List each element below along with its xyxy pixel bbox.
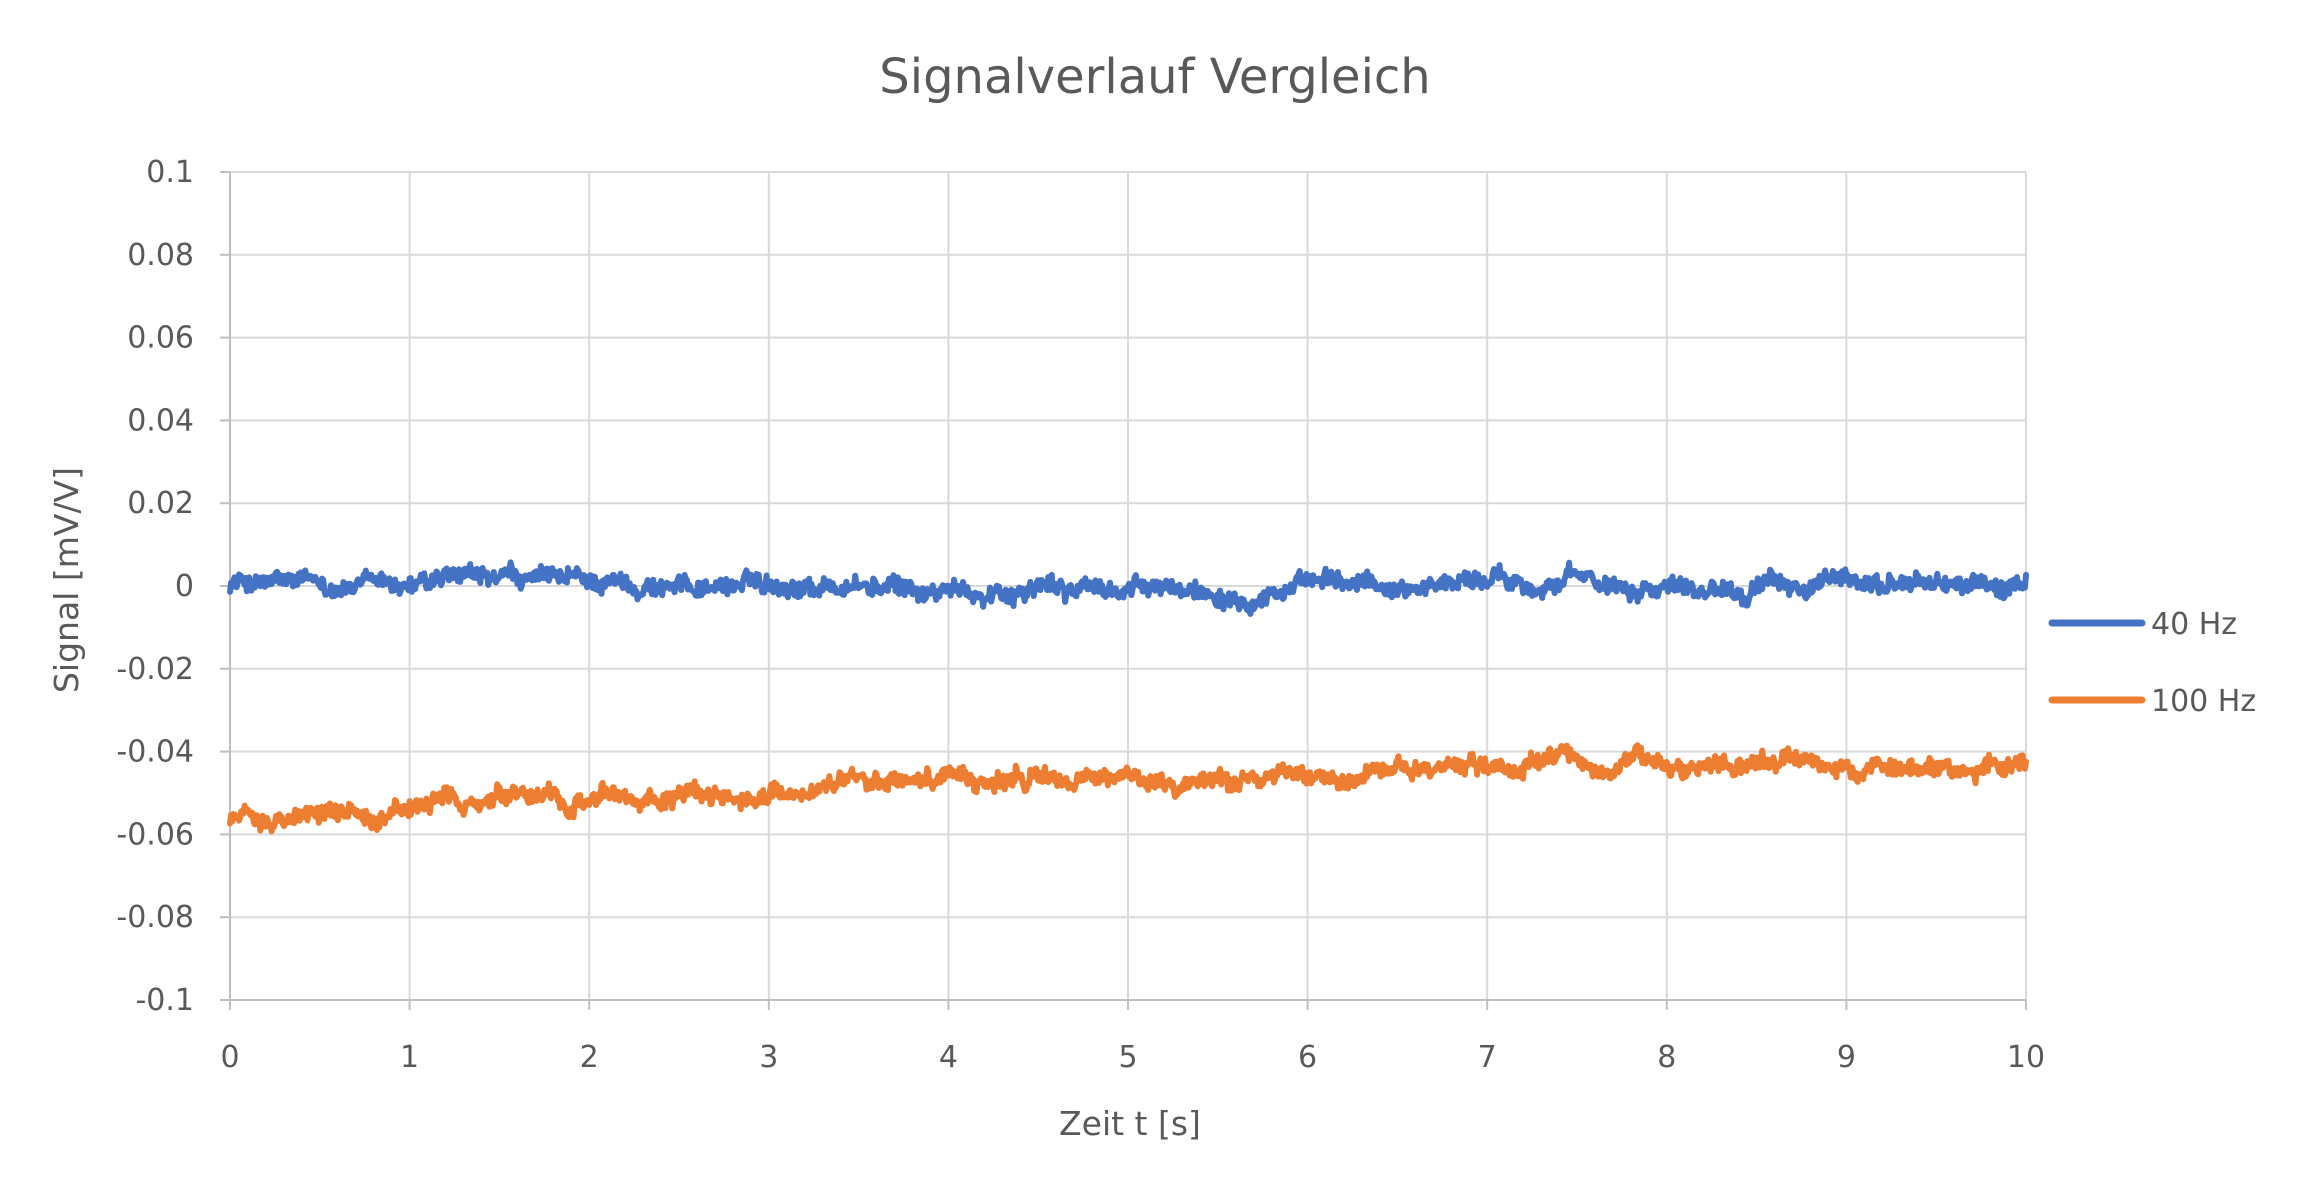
x-tick-label: 3 — [759, 1040, 778, 1075]
x-axis-title: Zeit t [s] — [1059, 1104, 1201, 1143]
legend-label-1: 100 Hz — [2151, 684, 2256, 719]
series-lines — [227, 559, 2029, 835]
series-line-1 — [227, 742, 2029, 835]
y-tick-label: -0.04 — [116, 735, 194, 770]
x-tick-label: 6 — [1298, 1040, 1317, 1075]
y-tick-label: -0.02 — [116, 652, 194, 687]
y-tick-label: 0 — [175, 569, 194, 604]
legend: 40 Hz 100 Hz — [2048, 607, 2256, 719]
x-tick-label: 2 — [580, 1040, 599, 1075]
x-tick-label: 4 — [939, 1040, 958, 1075]
y-tick-label: -0.1 — [135, 983, 194, 1018]
y-axis-title: Signal [mV/V] — [47, 467, 86, 693]
chart-title: Signalverlauf Vergleich — [879, 49, 1430, 105]
y-tick-label: 0.02 — [127, 486, 194, 521]
y-axis-tick-labels: 0.1 0.08 0.06 0.04 0.02 0 -0.02 -0.04 -0.06 -0.08… — [116, 155, 194, 1018]
y-tick-label: 0.1 — [146, 155, 194, 190]
y-tick-label: 0.06 — [127, 321, 194, 356]
y-tick-label: 0.04 — [127, 403, 194, 438]
x-axis-tick-labels: 0 1 2 3 4 5 6 7 8 9 10 — [220, 1040, 2045, 1075]
x-tick-label: 10 — [2007, 1040, 2045, 1075]
x-tick-label: 1 — [400, 1040, 419, 1075]
x-tick-label: 0 — [220, 1040, 239, 1075]
x-tick-label: 9 — [1837, 1040, 1856, 1075]
legend-label-0: 40 Hz — [2151, 607, 2237, 642]
y-tick-label: -0.06 — [116, 817, 194, 852]
x-tick-label: 8 — [1657, 1040, 1676, 1075]
y-tick-label: -0.08 — [116, 900, 194, 935]
series-line-0 — [227, 559, 2029, 617]
y-tick-label: 0.08 — [127, 238, 194, 273]
x-tick-label: 5 — [1118, 1040, 1137, 1075]
x-tick-label: 7 — [1478, 1040, 1497, 1075]
